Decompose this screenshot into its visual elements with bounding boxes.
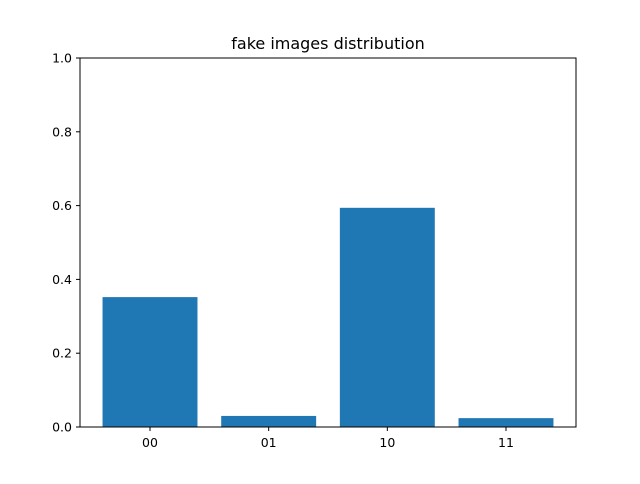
y-tick-label: 0.8 <box>52 124 72 139</box>
bar-01 <box>221 415 317 427</box>
x-tick-label: 11 <box>498 435 514 450</box>
y-tick-label: 0.0 <box>52 420 72 435</box>
bar-10 <box>339 207 435 427</box>
x-tick-label: 01 <box>261 435 277 450</box>
y-tick-label: 0.2 <box>52 346 72 361</box>
bars <box>102 207 554 427</box>
y-tick-label: 0.6 <box>52 198 72 213</box>
y-tick-label: 0.4 <box>52 272 72 287</box>
bar-11 <box>458 418 554 427</box>
chart-title: fake images distribution <box>231 34 425 53</box>
x-tick-label: 10 <box>379 435 395 450</box>
x-axis: 00 01 10 11 <box>142 427 514 450</box>
plot-frame <box>79 57 577 428</box>
y-tick-label: 1.0 <box>52 51 72 66</box>
bar-00 <box>102 297 198 427</box>
x-tick-label: 00 <box>142 435 158 450</box>
y-axis: 0.0 0.2 0.4 0.6 0.8 1.0 <box>52 51 80 435</box>
